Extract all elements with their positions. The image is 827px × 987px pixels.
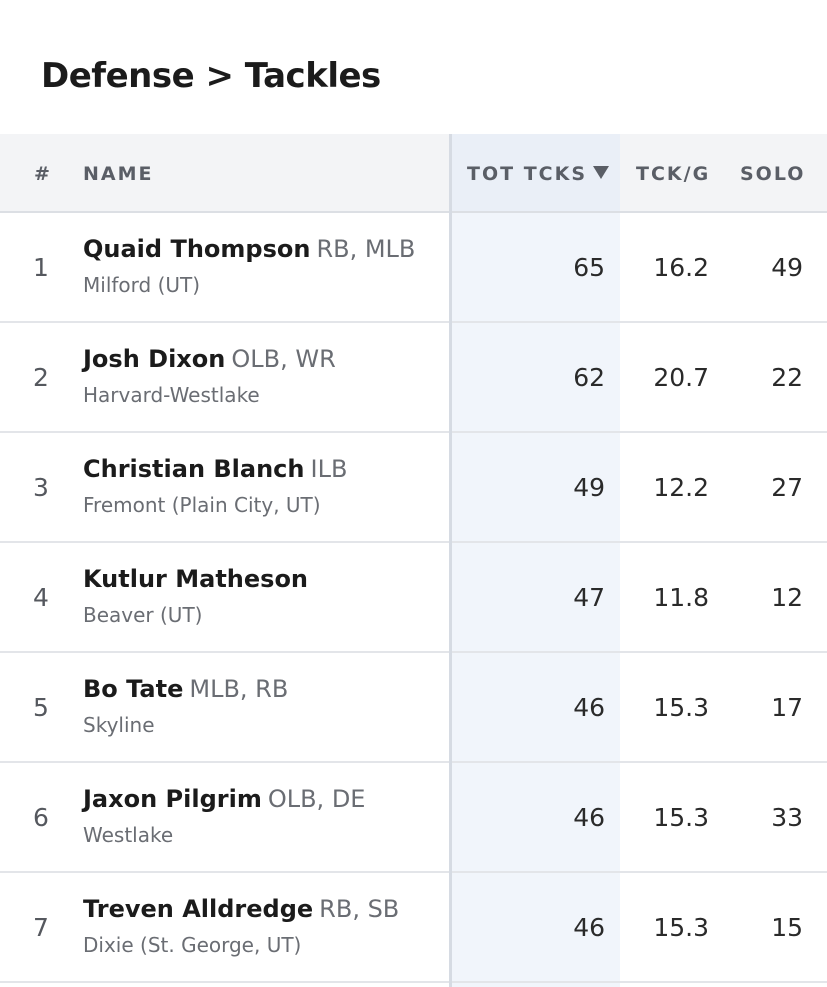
player-positions: OLB, DE [267,785,366,813]
header-rank: # [34,163,52,185]
row-rank: 6 [33,803,49,832]
stats-table: # NAME TOT TCKS TCK/G SOLO 1 Quaid Thomp… [0,134,827,987]
player-name-link[interactable]: Treven Alldredge [83,895,314,923]
player-school: Milford (UT) [83,273,201,297]
caret-down-icon [593,166,609,179]
tck-g-value: 11.8 [653,583,709,612]
tot-tcks-value: 46 [573,693,605,722]
tot-tcks-value: 46 [573,803,605,832]
table-row[interactable]: 6 Jaxon Pilgrim OLB, DE Westlake 46 15.3 … [0,763,827,873]
column-divider [449,134,452,987]
solo-value: 17 [771,693,803,722]
table-row[interactable]: 3 Christian Blanch ILB Fremont (Plain Cit… [0,433,827,543]
solo-value: 33 [771,803,803,832]
row-rank: 5 [33,693,49,722]
page-title: Defense > Tackles [41,56,381,96]
player-cell[interactable]: Treven Alldredge RB, SB Dixie (St. George… [83,895,399,957]
player-cell[interactable]: Kutlur Matheson Beaver (UT) [83,565,314,627]
player-name-link[interactable]: Bo Tate [83,675,184,703]
player-name-link[interactable]: Kutlur Matheson [83,565,309,593]
player-school: Harvard-Westlake [83,383,260,407]
tot-tcks-value: 62 [573,363,605,392]
table-row[interactable]: 2 Josh Dixon OLB, WR Harvard-Westlake 62 … [0,323,827,433]
solo-value: 15 [771,913,803,942]
tck-g-value: 16.2 [653,253,709,282]
player-cell[interactable]: Bo Tate MLB, RB Skyline [83,675,288,737]
table-row[interactable]: 5 Bo Tate MLB, RB Skyline 46 15.3 17 [0,653,827,763]
player-cell[interactable]: Jaxon Pilgrim OLB, DE Westlake [83,785,365,847]
solo-value: 12 [771,583,803,612]
row-rank: 1 [33,253,49,282]
table-header: # NAME TOT TCKS TCK/G SOLO [0,134,827,213]
player-school: Fremont (Plain City, UT) [83,493,321,517]
player-school: Westlake [83,823,174,847]
player-positions: MLB, RB [189,675,289,703]
solo-value: 49 [771,253,803,282]
row-rank: 3 [33,473,49,502]
sorted-header-highlight [451,134,620,211]
player-school: Beaver (UT) [83,603,203,627]
tck-g-value: 15.3 [653,913,709,942]
player-positions: OLB, WR [231,345,336,373]
player-name-link[interactable]: Christian Blanch [83,455,305,483]
header-tot-tcks-label: TOT TCKS [467,163,587,185]
player-school: Dixie (St. George, UT) [83,933,302,957]
tck-g-value: 20.7 [653,363,709,392]
tot-tcks-value: 49 [573,473,605,502]
tot-tcks-value: 65 [573,253,605,282]
row-rank: 2 [33,363,49,392]
tck-g-value: 12.2 [653,473,709,502]
player-name-link[interactable]: Josh Dixon [83,345,226,373]
table-row[interactable]: 4 Kutlur Matheson Beaver (UT) 47 11.8 12 [0,543,827,653]
header-tot-tcks[interactable]: TOT TCKS [467,163,609,185]
tck-g-value: 15.3 [653,803,709,832]
solo-value: 22 [771,363,803,392]
tot-tcks-value: 47 [573,583,605,612]
player-positions: RB, SB [319,895,400,923]
row-rank: 7 [33,913,49,942]
table-body: 1 Quaid Thompson RB, MLB Milford (UT) 6 5 … [0,213,827,983]
tck-g-value: 15.3 [653,693,709,722]
player-cell[interactable]: Christian Blanch ILB Fremont (Plain City,… [83,455,347,517]
player-cell[interactable]: Quaid Thompson RB, MLB Milford (UT) [83,235,415,297]
player-name-link[interactable]: Jaxon Pilgrim [83,785,262,813]
header-solo[interactable]: SOLO [740,163,806,185]
solo-value: 27 [771,473,803,502]
player-school: Skyline [83,713,155,737]
player-name-link[interactable]: Quaid Thompson [83,235,311,263]
table-row[interactable]: 7 Treven Alldredge RB, SB Dixie (St. Geor… [0,873,827,983]
tot-tcks-value: 46 [573,913,605,942]
sorted-column-highlight [451,134,620,987]
row-rank: 4 [33,583,49,612]
header-tck-g[interactable]: TCK/G [636,163,711,185]
header-name[interactable]: NAME [83,163,154,185]
player-positions: RB, MLB [316,235,416,263]
player-cell[interactable]: Josh Dixon OLB, WR Harvard-Westlake [83,345,336,407]
player-positions: ILB [310,455,348,483]
table-row[interactable]: 1 Quaid Thompson RB, MLB Milford (UT) 65 … [0,213,827,323]
